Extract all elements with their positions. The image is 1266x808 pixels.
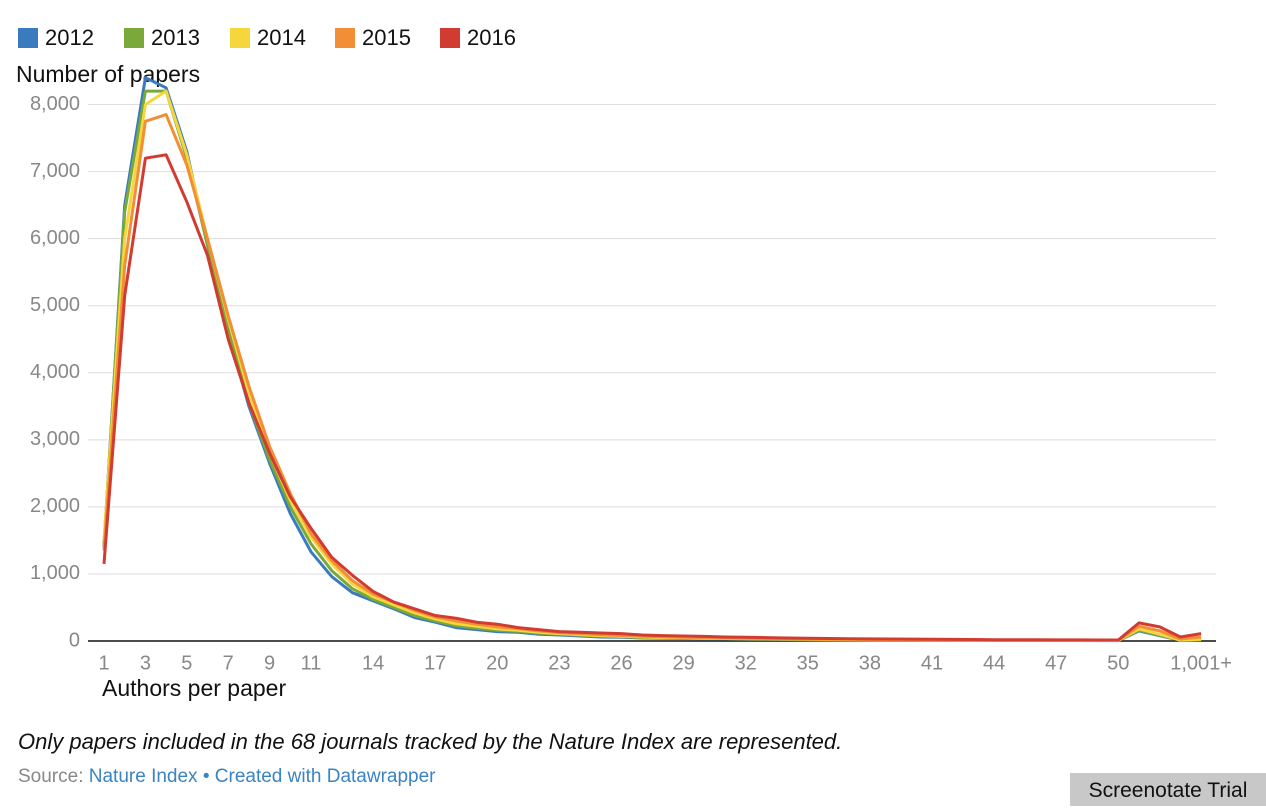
x-tick-label: 7 bbox=[223, 652, 234, 674]
legend-swatch bbox=[124, 28, 144, 48]
x-tick-label: 17 bbox=[424, 652, 446, 674]
legend-swatch bbox=[440, 28, 460, 48]
y-tick-label: 3,000 bbox=[30, 428, 80, 450]
legend-label: 2014 bbox=[257, 25, 306, 50]
y-tick-label: 8,000 bbox=[30, 93, 80, 115]
note: Only papers included in the 68 journals … bbox=[18, 729, 843, 754]
legend-swatch bbox=[230, 28, 250, 48]
x-tick-label: 32 bbox=[735, 652, 757, 674]
legend-swatch bbox=[18, 28, 38, 48]
source-link[interactable]: Nature Index bbox=[88, 766, 198, 787]
separator: • bbox=[202, 766, 210, 787]
y-tick-label: 5,000 bbox=[30, 294, 80, 316]
x-tick-label: 29 bbox=[672, 652, 694, 674]
source-label: Source: bbox=[18, 766, 84, 787]
x-tick-label: 9 bbox=[264, 652, 275, 674]
x-tick-label: 35 bbox=[797, 652, 819, 674]
series-line bbox=[102, 76, 1202, 643]
y-tick-label: 4,000 bbox=[30, 361, 80, 383]
series-line bbox=[102, 89, 1202, 642]
y-tick-label: 1,000 bbox=[30, 562, 80, 584]
x-tick-label: 3 bbox=[140, 652, 151, 674]
chart: 0 1,000 2,000 3,000 4,000 5,000 6,000 7,000 8,00… bbox=[16, 25, 1232, 701]
x-tick-label: 44 bbox=[983, 652, 1005, 674]
series-line bbox=[102, 89, 1202, 642]
x-tick-label: 26 bbox=[610, 652, 632, 674]
x-tick-label: 20 bbox=[486, 652, 508, 674]
x-tick-label: 50 bbox=[1107, 652, 1129, 674]
y-tick-label: 0 bbox=[69, 629, 80, 651]
y-tick-label: 2,000 bbox=[30, 495, 80, 517]
y-tick-label: 7,000 bbox=[30, 160, 80, 182]
legend-label: 2012 bbox=[45, 25, 94, 50]
x-tick-label: 1,001+ bbox=[1170, 652, 1232, 674]
x-tick-label: 47 bbox=[1045, 652, 1067, 674]
watermark: Screenotate Trial bbox=[1070, 773, 1266, 806]
x-tick-label: 11 bbox=[301, 652, 322, 674]
x-tick-label: 41 bbox=[921, 652, 943, 674]
x-tick-label: 23 bbox=[548, 652, 570, 674]
x-tick-label: 1 bbox=[98, 652, 109, 674]
x-tick-label: 5 bbox=[181, 652, 192, 674]
x-tick-label: 14 bbox=[362, 652, 384, 674]
legend-label: 2015 bbox=[362, 25, 411, 50]
legend-label: 2016 bbox=[467, 25, 516, 50]
y-tick-label: 6,000 bbox=[30, 227, 80, 249]
legend-swatch bbox=[335, 28, 355, 48]
legend-label: 2013 bbox=[151, 25, 200, 50]
x-axis-title: Authors per paper bbox=[102, 675, 286, 701]
credit-link[interactable]: Created with Datawrapper bbox=[214, 766, 436, 787]
x-tick-label: 38 bbox=[859, 652, 881, 674]
series-line bbox=[102, 153, 1202, 642]
source-line: Source: Nature Index • Created with Data… bbox=[18, 766, 436, 788]
y-axis-title: Number of papers bbox=[16, 61, 200, 87]
series-line bbox=[102, 113, 1202, 642]
